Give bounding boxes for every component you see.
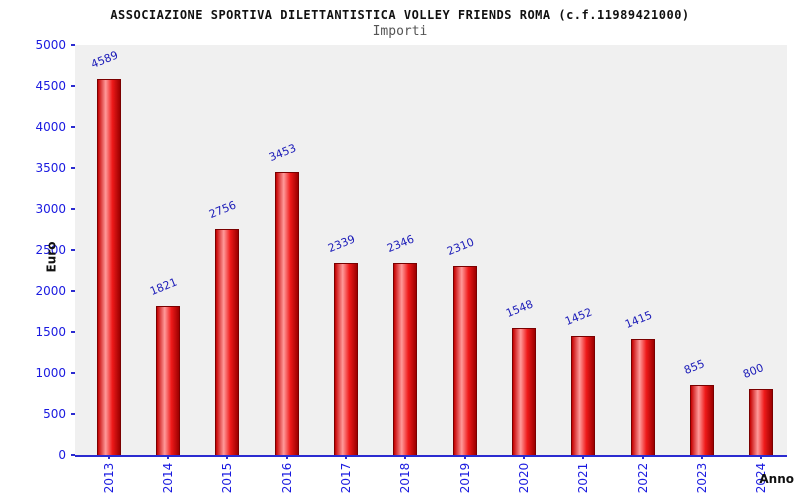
chart-subtitle: Importi — [372, 24, 428, 39]
y-tick-label: 0 — [58, 448, 66, 462]
y-tick-label: 4000 — [35, 120, 66, 134]
x-tick-mark — [404, 455, 407, 459]
x-tick-label: 2019 — [457, 462, 472, 494]
bar-value-label: 2346 — [385, 232, 417, 255]
bar-2019 — [452, 266, 477, 455]
bar-value-label: 1821 — [148, 275, 180, 298]
y-tick-label: 2500 — [35, 243, 66, 257]
x-tick-mark — [701, 455, 704, 459]
bar-2022 — [630, 339, 655, 455]
bar-value-label: 2756 — [207, 198, 239, 221]
x-tick-mark — [285, 455, 288, 459]
bar-2013 — [96, 79, 121, 455]
plot-area: 4589 1821 2756 3453 2339 2346 2310 1548 1452 1415… — [75, 45, 787, 457]
x-tick-label: 2014 — [161, 462, 176, 494]
x-tick-label: 2016 — [279, 462, 294, 494]
chart-title: ASSOCIAZIONE SPORTIVA DILETTANTISTICA VO… — [110, 8, 690, 22]
x-tick-label: 2022 — [635, 462, 650, 494]
x-tick-label: 2021 — [576, 462, 591, 494]
y-tick-mark — [71, 372, 75, 374]
y-tick-label: 1500 — [35, 325, 66, 339]
x-tick-mark — [760, 455, 763, 459]
x-tick-label: 2023 — [695, 462, 710, 494]
y-tick-label: 500 — [43, 407, 66, 421]
x-tick-mark — [107, 455, 110, 459]
bar-2018 — [393, 263, 418, 455]
x-axis-title: Anno — [759, 472, 794, 486]
bar-value-label: 800 — [741, 361, 766, 381]
x-tick-label: 2017 — [339, 462, 354, 494]
y-tick-label: 4500 — [35, 79, 66, 93]
bar-value-label: 2339 — [326, 232, 358, 255]
bar-value-label: 1548 — [504, 297, 536, 320]
x-tick-label: 2013 — [101, 462, 116, 494]
y-tick-mark — [71, 167, 75, 169]
y-tick-mark — [71, 290, 75, 292]
y-tick-mark — [71, 126, 75, 128]
y-tick-mark — [71, 454, 75, 456]
bar-value-label: 1415 — [622, 308, 654, 331]
y-tick-mark — [71, 85, 75, 87]
bar-value-label: 2310 — [444, 235, 476, 258]
bar-value-label: 4589 — [88, 48, 120, 71]
y-tick-label: 3000 — [35, 202, 66, 216]
y-tick-mark — [71, 208, 75, 210]
x-tick-label: 2015 — [220, 462, 235, 494]
y-tick-mark — [71, 44, 75, 46]
bar-2016 — [274, 172, 299, 455]
x-tick-mark — [523, 455, 526, 459]
bar-2017 — [334, 263, 359, 455]
bar-2015 — [215, 229, 240, 455]
x-tick-mark — [167, 455, 170, 459]
y-tick-mark — [71, 413, 75, 415]
x-tick-mark — [345, 455, 348, 459]
y-tick-label: 5000 — [35, 38, 66, 52]
bar-2024 — [749, 389, 774, 455]
x-tick-label: 2018 — [398, 462, 413, 494]
y-tick-mark — [71, 249, 75, 251]
bar-2014 — [156, 306, 181, 455]
x-tick-mark — [641, 455, 644, 459]
bar-value-label: 1452 — [563, 305, 595, 328]
bar-2020 — [512, 328, 537, 455]
y-tick-label: 3500 — [35, 161, 66, 175]
y-axis-title: Euro — [44, 241, 59, 273]
bar-value-label: 3453 — [266, 141, 298, 164]
bar-value-label: 855 — [682, 357, 707, 377]
x-tick-label: 2020 — [517, 462, 532, 494]
x-tick-mark — [582, 455, 585, 459]
y-tick-label: 2000 — [35, 284, 66, 298]
y-tick-mark — [71, 331, 75, 333]
x-tick-mark — [463, 455, 466, 459]
bar-2021 — [571, 336, 596, 455]
x-tick-mark — [226, 455, 229, 459]
y-tick-label: 1000 — [35, 366, 66, 380]
bar-2023 — [690, 385, 715, 455]
